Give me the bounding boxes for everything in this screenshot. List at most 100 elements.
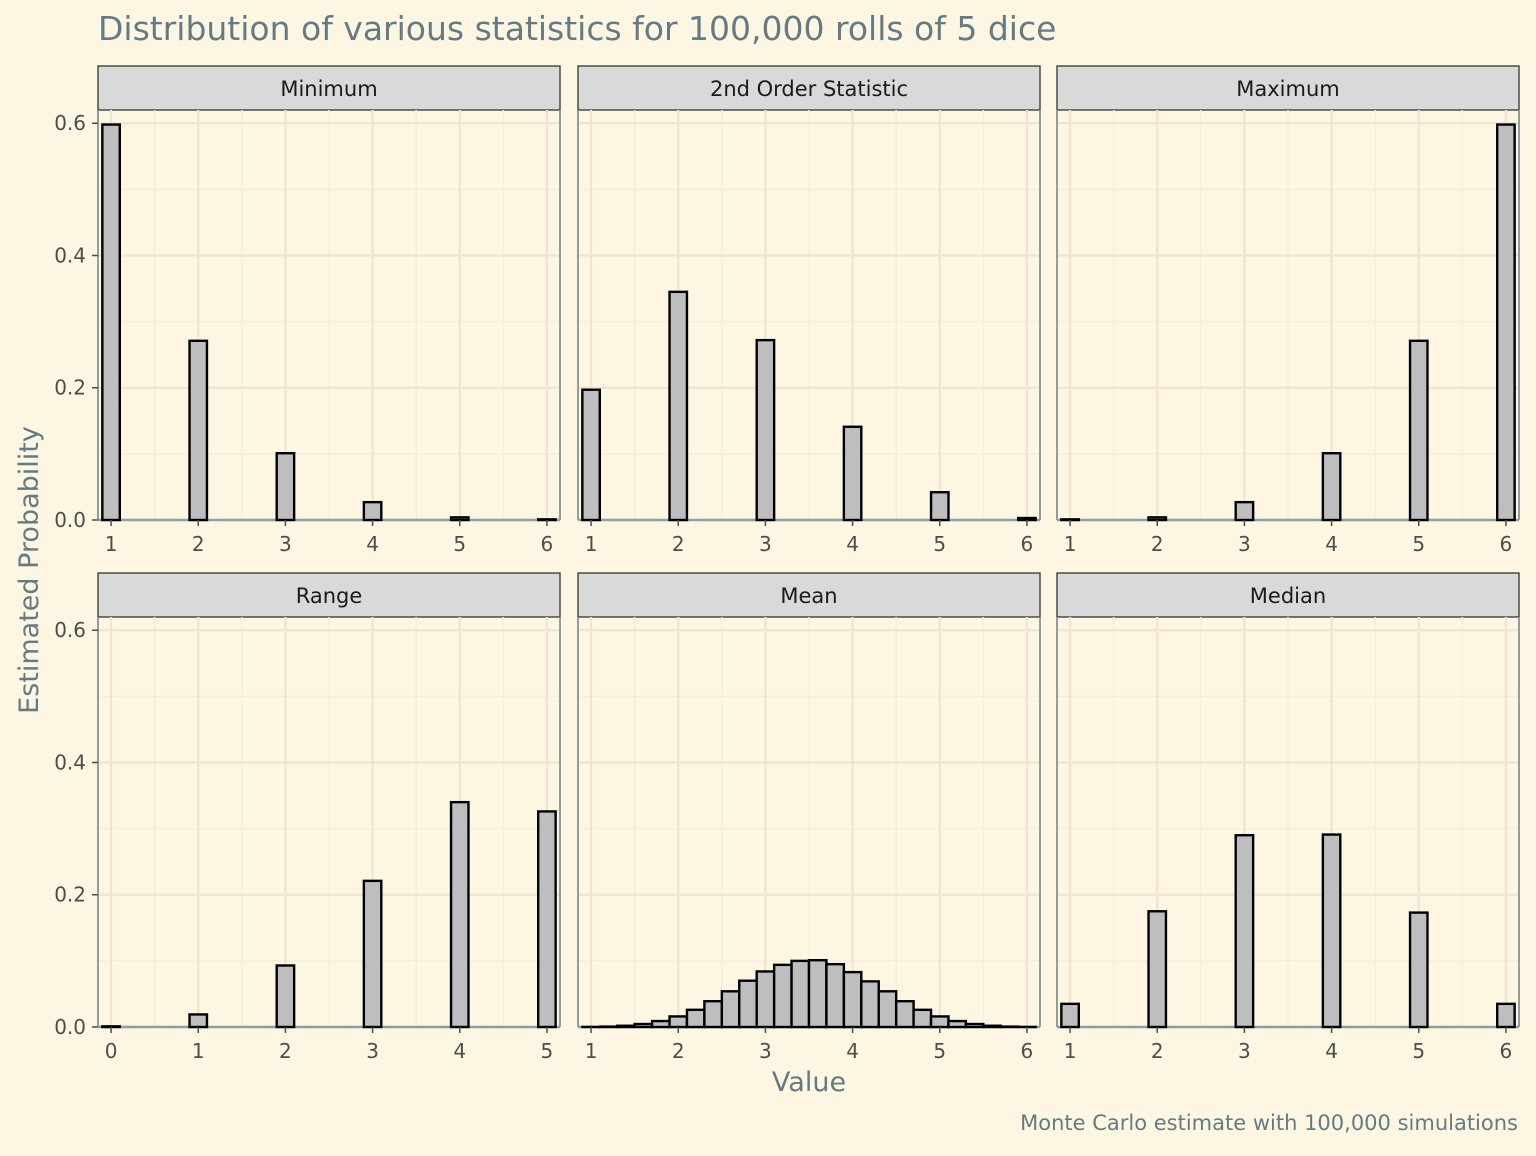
x-tick-label: 6 (1021, 1039, 1034, 1063)
x-tick-label: 1 (1064, 1039, 1077, 1063)
bar (1410, 341, 1427, 520)
bar (451, 517, 468, 520)
bar (1497, 1004, 1514, 1027)
chart-title: Distribution of various statistics for 1… (98, 9, 1056, 48)
x-tick-label: 5 (933, 1039, 946, 1063)
x-tick-label: 2 (192, 532, 205, 556)
x-tick-label: 6 (1021, 532, 1034, 556)
bar (652, 1021, 669, 1027)
y-axis-label: Estimated Probability (14, 426, 45, 714)
y-tick-label: 0.4 (54, 750, 86, 774)
bar (102, 1026, 119, 1027)
y-tick-label: 0.2 (54, 376, 86, 400)
bar (722, 991, 739, 1027)
bar (879, 991, 896, 1027)
x-tick-label: 5 (453, 532, 466, 556)
x-tick-label: 6 (1500, 1039, 1513, 1063)
x-tick-label: 5 (1412, 1039, 1425, 1063)
bar (809, 960, 826, 1027)
x-tick-label: 4 (846, 1039, 859, 1063)
bar (826, 964, 843, 1027)
bar (844, 972, 861, 1027)
facet-strip-label: 2nd Order Statistic (710, 77, 908, 101)
y-tick-label: 0.0 (54, 1015, 86, 1039)
bar (914, 1010, 931, 1027)
x-tick-label: 4 (1325, 532, 1338, 556)
bar (1497, 125, 1514, 520)
x-tick-label: 2 (672, 1039, 685, 1063)
bar (1323, 835, 1340, 1027)
x-tick-label: 2 (672, 532, 685, 556)
bar (1236, 502, 1253, 520)
bar (966, 1024, 983, 1027)
bar (948, 1021, 965, 1027)
bar (538, 519, 555, 520)
bar (364, 502, 381, 520)
bar (1410, 913, 1427, 1027)
x-tick-label: 3 (759, 532, 772, 556)
x-tick-label: 1 (585, 532, 598, 556)
bar (670, 292, 687, 520)
bar (190, 341, 207, 520)
bar (1149, 517, 1166, 520)
bar (739, 981, 756, 1027)
bar (861, 981, 878, 1027)
y-tick-label: 0.6 (54, 111, 86, 135)
x-tick-label: 1 (585, 1039, 598, 1063)
x-axis-label: Value (772, 1067, 846, 1098)
bar (1149, 911, 1166, 1027)
bar (451, 802, 468, 1027)
bar (1061, 519, 1078, 520)
bar (1061, 1004, 1078, 1027)
x-tick-label: 2 (1151, 1039, 1164, 1063)
x-tick-label: 5 (1412, 532, 1425, 556)
y-tick-label: 0.6 (54, 618, 86, 642)
x-tick-label: 2 (279, 1039, 292, 1063)
x-tick-label: 3 (366, 1039, 379, 1063)
bar (1236, 835, 1253, 1027)
bar (774, 965, 791, 1027)
bar (983, 1026, 1000, 1027)
bar (102, 125, 119, 520)
x-tick-label: 3 (1238, 1039, 1251, 1063)
y-tick-label: 0.4 (54, 243, 86, 267)
bar (277, 966, 294, 1028)
bar (277, 453, 294, 520)
x-tick-label: 3 (279, 532, 292, 556)
facet-strip-label: Mean (780, 584, 837, 608)
y-tick-label: 0.2 (54, 883, 86, 907)
facet-mean: Mean 1 2 3 4 5 6 (578, 573, 1040, 1063)
x-tick-label: 3 (759, 1039, 772, 1063)
x-tick-label: 4 (366, 532, 379, 556)
x-tick-label: 4 (1325, 1039, 1338, 1063)
bar (190, 1014, 207, 1027)
x-tick-label: 5 (933, 532, 946, 556)
x-tick-label: 1 (105, 532, 118, 556)
bar (1323, 453, 1340, 520)
bar (364, 881, 381, 1027)
facet-strip-label: Maximum (1236, 77, 1339, 101)
bar (792, 961, 809, 1027)
facet-strip-label: Median (1250, 584, 1326, 608)
chart-caption: Monte Carlo estimate with 100,000 simula… (1020, 1111, 1518, 1135)
bar (931, 1016, 948, 1027)
bar (704, 1001, 721, 1027)
bar (844, 427, 861, 520)
bar (617, 1026, 634, 1027)
facet-strip-label: Range (296, 584, 363, 608)
x-tick-label: 0 (105, 1039, 118, 1063)
bar (757, 971, 774, 1027)
x-tick-label: 5 (541, 1039, 554, 1063)
bar (582, 390, 599, 520)
bar (757, 340, 774, 520)
x-tick-label: 3 (1238, 532, 1251, 556)
y-tick-label: 0.0 (54, 508, 86, 532)
x-tick-label: 1 (1064, 532, 1077, 556)
